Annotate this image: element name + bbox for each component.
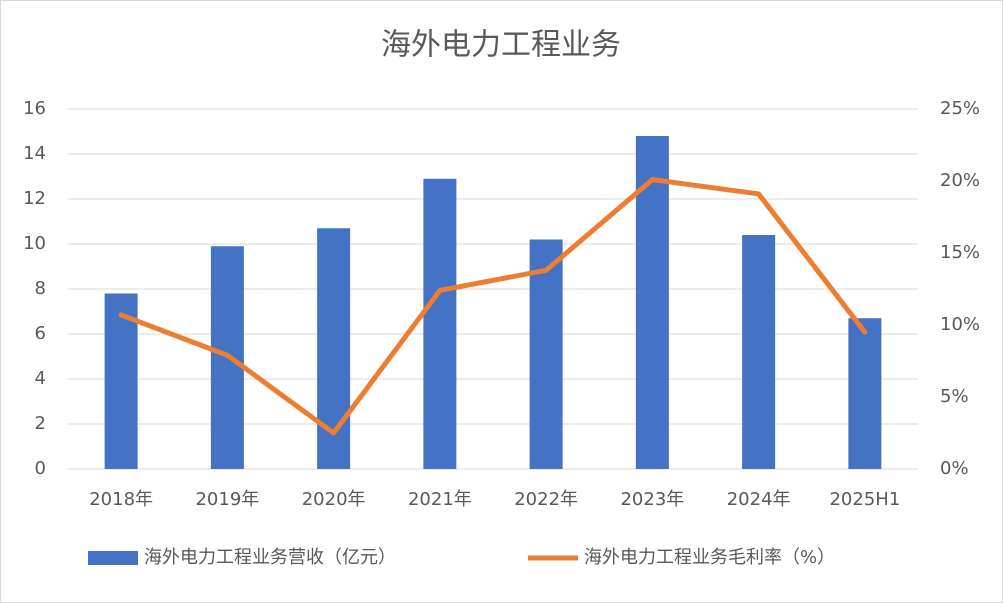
chart-title: 海外电力工程业务 [381,28,621,63]
bar [848,318,882,469]
y-tick-label: 6 [35,323,46,344]
y2-tick-label: 5% [940,386,969,407]
x-tick-label: 2023年 [620,489,684,510]
y-tick-label: 2 [35,413,46,434]
y-tick-label: 12 [23,188,46,209]
bar [635,136,669,469]
y2-tick-label: 20% [940,170,980,191]
y2-tick-label: 10% [940,314,980,335]
y2-tick-label: 25% [940,98,980,119]
x-tick-label: 2018年 [89,489,153,510]
bar [423,178,457,469]
bar [742,235,776,469]
y2-tick-label: 15% [940,242,980,263]
y2-tick-label: 0% [940,458,969,479]
y-tick-label: 16 [23,98,46,119]
legend-label: 海外电力工程业务营收（亿元） [144,547,396,568]
x-tick-label: 2021年 [408,489,472,510]
y-tick-label: 8 [35,278,46,299]
x-tick-label: 2019年 [195,489,259,510]
x-tick-label: 2022年 [514,489,578,510]
line [118,177,868,436]
y-tick-label: 14 [23,143,46,164]
x-tick-label: 2020年 [302,489,366,510]
legend-swatch [88,551,138,565]
legend-label: 海外电力工程业务毛利率（%） [584,547,835,568]
x-tick-label: 2024年 [727,489,791,510]
y-tick-label: 0 [35,458,46,479]
bar [529,239,563,469]
bar [104,293,138,469]
y-tick-label: 10 [23,233,46,254]
y-tick-label: 4 [35,368,46,389]
x-tick-label: 2025H1 [829,489,900,510]
